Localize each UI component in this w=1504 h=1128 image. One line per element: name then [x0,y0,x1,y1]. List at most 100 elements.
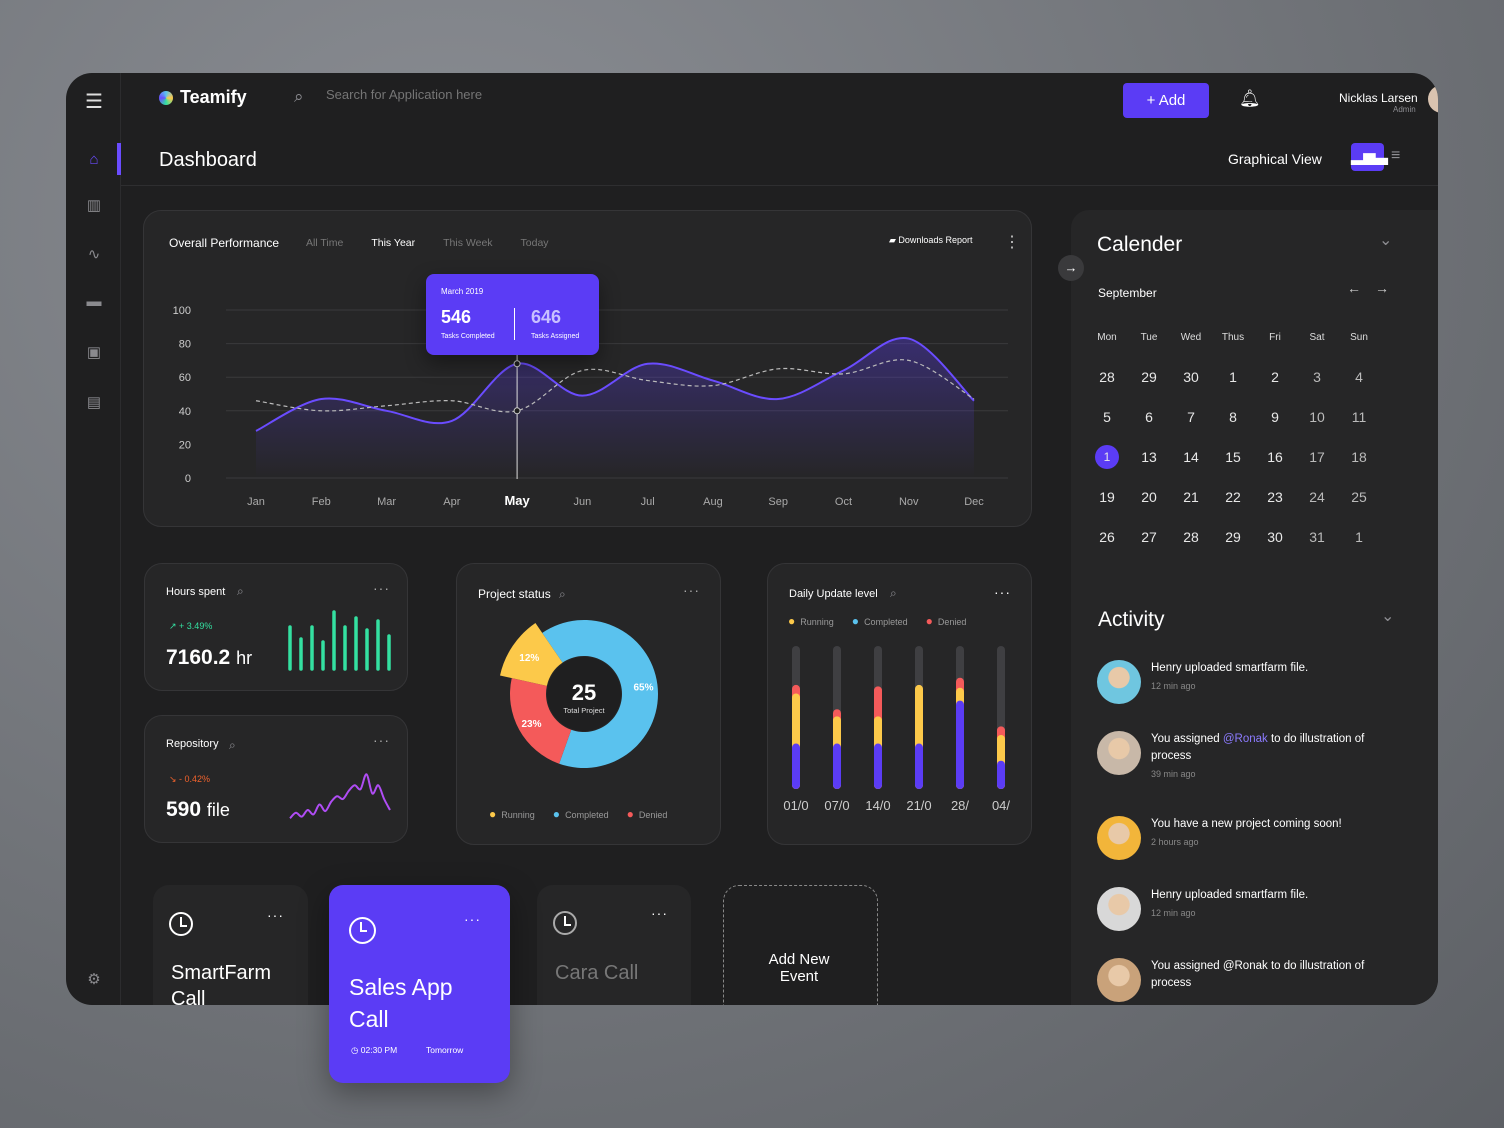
calendar-day[interactable]: 30 [1170,357,1212,397]
calendar-day[interactable]: 2 [1254,357,1296,397]
calendar-day[interactable]: 27 [1128,517,1170,557]
event-card-smartfarm[interactable]: ··· SmartFarm Call [153,885,308,1005]
search-icon[interactable]: ⌕ [559,587,566,601]
day-number: 24 [1309,489,1325,505]
calendar-day[interactable]: 15 [1212,437,1254,477]
event-card-sales-app[interactable]: ··· Sales App Call ◷ 02:30 PM Tomorrow [329,885,510,1083]
chevron-down-icon[interactable]: ⌄ [1381,608,1395,625]
activity-item[interactable]: Henry uploaded smartfarm file. 12 min ago [1097,887,1371,931]
calendar-day[interactable]: 4 [1338,357,1380,397]
calendar-day[interactable]: 1 [1086,437,1128,477]
calendar-day[interactable]: 3 [1296,357,1338,397]
calendar-day[interactable]: 30 [1254,517,1296,557]
collapse-panel-button[interactable]: → [1058,255,1084,281]
list-view-button[interactable]: ≡ [1391,147,1401,164]
donut-hole [547,657,621,731]
more-icon[interactable]: ··· [994,584,1011,600]
tab-today[interactable]: Today [520,237,549,249]
calendar-day[interactable]: 22 [1212,477,1254,517]
chevron-down-icon[interactable]: ⌄ [1379,232,1393,249]
more-icon[interactable]: ··· [464,911,481,927]
search-icon[interactable]: ⌕ [890,586,897,600]
calendar-day[interactable]: 24 [1296,477,1338,517]
legend-label: Denied [937,617,967,627]
folder-icon[interactable]: ▬ [86,293,102,310]
calendar-day[interactable]: 5 [1086,397,1128,437]
calendar-icon[interactable]: ▣ [86,344,102,361]
search-input[interactable] [326,87,586,102]
calendar-day[interactable]: 10 [1296,397,1338,437]
calendar-day[interactable]: 29 [1128,357,1170,397]
calendar-day[interactable]: 1 [1338,517,1380,557]
more-icon[interactable]: ··· [373,580,390,596]
mention-link[interactable]: @Ronak [1222,733,1268,745]
calendar-day[interactable]: 31 [1296,517,1338,557]
menu-icon[interactable]: ☰ [85,91,103,113]
calendar-day[interactable]: 26 [1086,517,1128,557]
daily-title: Daily Update level [789,588,878,600]
calendar-day[interactable]: 28 [1086,357,1128,397]
daily-update-card: Daily Update level ⌕ ··· ● Running ● Comp… [767,563,1032,845]
graph-view-button[interactable]: ▂▅▃ [1351,143,1388,171]
chart-icon[interactable]: ▥ [86,197,102,214]
y-tick-label: 100 [173,305,191,317]
more-icon[interactable]: ··· [651,905,668,921]
calendar-day[interactable]: 25 [1338,477,1380,517]
chat-icon[interactable]: ▤ [86,394,102,411]
activity-item[interactable]: You assigned @Ronak to do illustration o… [1097,731,1371,779]
legend-item: ● Completed [552,807,609,821]
activity-text: Henry uploaded smartfarm file. [1151,662,1309,674]
x-tick-label: 28/ [951,798,969,813]
search-icon[interactable]: ⌕ [237,584,244,598]
calendar-day[interactable]: 6 [1128,397,1170,437]
tab-this-week[interactable]: This Week [443,237,493,249]
more-icon[interactable]: ··· [683,582,700,598]
activity-item[interactable]: You assigned @Ronak to do illustration o… [1097,958,1371,1002]
calendar-day[interactable]: 23 [1254,477,1296,517]
calendar-day[interactable]: 11 [1338,397,1380,437]
calendar-day[interactable]: 17 [1296,437,1338,477]
view-label: Graphical View [1228,151,1322,167]
calendar-day[interactable]: 8 [1212,397,1254,437]
calendar-day[interactable]: 14 [1170,437,1212,477]
prev-month-icon[interactable]: ← [1347,280,1361,296]
tooltip-assigned: 646 [531,307,562,327]
home-icon[interactable]: ⌂ [89,151,99,168]
avatar [1097,660,1141,704]
calendar-day[interactable]: 20 [1128,477,1170,517]
bell-icon[interactable]: 🔔︎ [1239,89,1261,108]
add-event-label: Add New Event [768,951,830,985]
calendar-day[interactable]: 16 [1254,437,1296,477]
tab-all-time[interactable]: All Time [306,237,344,249]
activity-item[interactable]: Henry uploaded smartfarm file. 12 min ago [1097,660,1371,704]
hours-change-text: + 3.49% [179,621,213,631]
search-icon: ⌕ [294,87,304,106]
activity-icon[interactable]: ∿ [87,246,101,263]
calendar-day[interactable]: 19 [1086,477,1128,517]
calendar-day[interactable]: 13 [1128,437,1170,477]
calendar-day[interactable]: 29 [1212,517,1254,557]
search-icon[interactable]: ⌕ [229,738,236,752]
more-icon[interactable]: ··· [267,907,284,923]
settings-icon[interactable]: ⚙ [87,971,101,988]
calendar-day[interactable]: 1 [1212,357,1254,397]
add-new-event-button[interactable]: Add New Event [723,885,878,1005]
more-icon[interactable]: ⋮ [1004,234,1020,251]
calendar-day[interactable]: 21 [1170,477,1212,517]
tab-this-year[interactable]: This Year [371,237,416,249]
avatar [1097,958,1141,1002]
calendar-day[interactable]: 9 [1254,397,1296,437]
avatar[interactable] [1428,85,1438,113]
calendar-day[interactable]: 28 [1170,517,1212,557]
next-month-icon[interactable]: → [1375,280,1389,296]
calendar-day[interactable]: 18 [1338,437,1380,477]
event-card-cara[interactable]: ··· Cara Call [537,885,691,1005]
more-icon[interactable]: ··· [373,732,390,748]
add-button[interactable]: + Add [1123,83,1209,118]
activity-item[interactable]: You have a new project coming soon! 2 hou… [1097,816,1371,860]
x-tick-label: Apr [443,496,460,508]
calendar-day[interactable]: 7 [1170,397,1212,437]
download-report-button[interactable]: ▰ Downloads Report [889,235,973,245]
activity-title: Activity [1098,608,1165,631]
slice-label: 12% [519,653,539,664]
